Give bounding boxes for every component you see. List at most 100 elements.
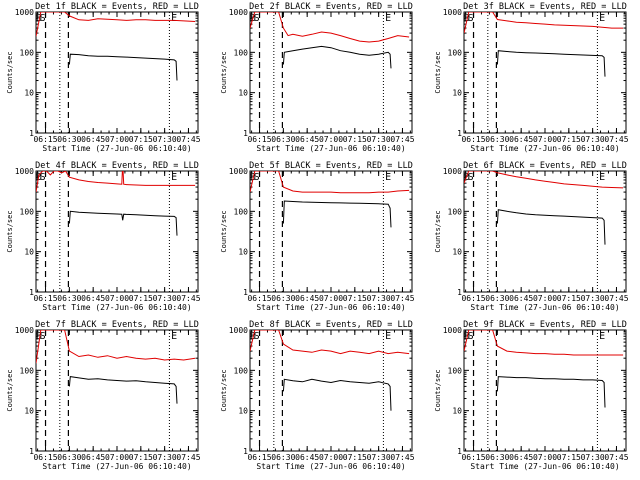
y-tick-label: 10	[24, 248, 34, 257]
x-tick-label: 06:45	[295, 135, 319, 144]
x-axis: 06:15 06:30 06:45 07:00 07:15 07:30 07:45	[461, 171, 629, 303]
x-tick-label: 07:45	[604, 294, 628, 303]
x-tick-label: 07:15	[129, 453, 153, 462]
x-tick-label: 07:00	[319, 135, 343, 144]
x-tick-label: 06:45	[509, 453, 533, 462]
interval-marker-label: S	[254, 13, 260, 24]
chart-title: Det 7f BLACK = Events, RED = LLD	[35, 320, 199, 330]
chart-panel: Det 6f BLACK = Events, RED = LLD 1 10 100 10…	[434, 161, 629, 312]
x-tick-label: 06:30	[485, 135, 509, 144]
series-group	[36, 330, 196, 404]
x-tick-label: 07:30	[153, 453, 177, 462]
y-tick-label: 100	[234, 207, 249, 216]
y-tick-label: 100	[448, 207, 463, 216]
interval-marker-label: B	[36, 331, 42, 342]
x-tick-label: 07:45	[604, 453, 628, 462]
y-tick-label: 1	[243, 129, 248, 138]
x-tick-label: 07:15	[343, 294, 367, 303]
interval-marker-label: E	[385, 331, 391, 342]
lld-series-line	[464, 171, 624, 189]
x-tick-label: 07:30	[367, 453, 391, 462]
x-tick-label: 07:30	[581, 453, 605, 462]
x-tick-label: 06:45	[509, 135, 533, 144]
x-tick-label: 07:45	[176, 294, 200, 303]
y-axis-label: Counts/sec	[220, 51, 228, 93]
interval-marker-label: S	[254, 172, 260, 183]
x-axis: 06:15 06:30 06:45 07:00 07:15 07:30 07:45	[461, 330, 629, 462]
y-axis: 1 10 100 1000	[15, 167, 198, 297]
x-tick-label: 07:30	[581, 135, 605, 144]
x-tick-label: 06:15	[247, 453, 271, 462]
y-tick-label: 1000	[443, 8, 462, 17]
lld-series-line	[464, 330, 624, 356]
lld-series-line	[250, 330, 410, 355]
chart-title: Det 9f BLACK = Events, RED = LLD	[463, 320, 627, 330]
x-tick-label: 06:45	[509, 294, 533, 303]
x-tick-label: 06:45	[81, 453, 105, 462]
x-axis: 06:15 06:30 06:45 07:00 07:15 07:30 07:45	[461, 12, 629, 144]
y-tick-label: 1000	[443, 326, 462, 335]
chart-title: Det 5f BLACK = Events, RED = LLD	[249, 161, 413, 171]
x-tick-label: 07:15	[557, 135, 581, 144]
interval-marker-label: S	[40, 172, 46, 183]
chart-panel: Det 7f BLACK = Events, RED = LLD 1 10 100 10…	[6, 320, 201, 471]
x-tick-label: 07:30	[153, 135, 177, 144]
x-tick-label: 06:30	[485, 453, 509, 462]
series-group	[464, 171, 624, 245]
chart-panel: Det 3f BLACK = Events, RED = LLD 1 10 100 10…	[434, 2, 629, 153]
interval-marker-label: E	[385, 13, 391, 24]
chart-panel: Det 4f BLACK = Events, RED = LLD 1 10 100 10…	[6, 161, 201, 312]
x-axis-label: Start Time (27-Jun-06 06:10:40)	[470, 303, 619, 312]
x-tick-label: 07:30	[581, 294, 605, 303]
x-tick-label: 07:15	[129, 294, 153, 303]
interval-marker-label: S	[468, 13, 474, 24]
interval-marker-label: E	[599, 331, 605, 342]
x-tick-label: 06:15	[33, 135, 57, 144]
y-axis-label: Counts/sec	[6, 210, 14, 252]
chart-panel: Det 1f BLACK = Events, RED = LLD 1 10 100 10…	[6, 2, 201, 153]
x-tick-label: 06:15	[247, 135, 271, 144]
chart-panel: Det 2f BLACK = Events, RED = LLD 1 10 100 10…	[220, 2, 415, 153]
events-series-line	[68, 53, 178, 81]
events-series-line	[496, 209, 606, 245]
interval-marker-label: S	[468, 172, 474, 183]
interval-marker-label: B	[464, 172, 470, 183]
y-tick-label: 10	[238, 89, 248, 98]
x-tick-label: 07:15	[557, 294, 581, 303]
series-group	[464, 12, 624, 77]
events-series-line	[496, 376, 606, 408]
y-tick-label: 10	[24, 407, 34, 416]
x-tick-label: 07:45	[176, 453, 200, 462]
x-axis-label: Start Time (27-Jun-06 06:10:40)	[470, 144, 619, 153]
x-tick-label: 06:30	[57, 453, 81, 462]
x-axis-label: Start Time (27-Jun-06 06:10:40)	[256, 303, 405, 312]
x-axis-label: Start Time (27-Jun-06 06:10:40)	[470, 462, 619, 471]
chart-title: Det 1f BLACK = Events, RED = LLD	[35, 2, 199, 12]
series-group	[36, 171, 196, 236]
y-axis: 1 10 100 1000	[229, 326, 412, 456]
y-tick-label: 1000	[229, 167, 248, 176]
chart-panel: Det 8f BLACK = Events, RED = LLD 1 10 100 10…	[220, 320, 415, 471]
chart-title: Det 8f BLACK = Events, RED = LLD	[249, 320, 413, 330]
y-axis-label: Counts/sec	[434, 369, 442, 411]
y-axis: 1 10 100 1000	[229, 167, 412, 297]
y-tick-label: 1	[457, 288, 462, 297]
x-tick-label: 06:30	[57, 294, 81, 303]
y-tick-label: 10	[452, 407, 462, 416]
x-tick-label: 07:00	[533, 294, 557, 303]
x-tick-label: 06:30	[271, 294, 295, 303]
x-axis: 06:15 06:30 06:45 07:00 07:15 07:30 07:45	[247, 12, 415, 144]
y-axis-label: Counts/sec	[6, 369, 14, 411]
y-tick-label: 10	[238, 407, 248, 416]
events-series-line	[68, 210, 178, 236]
x-axis-label: Start Time (27-Jun-06 06:10:40)	[42, 144, 191, 153]
y-axis: 1 10 100 1000	[443, 8, 626, 138]
interval-marker-label: E	[599, 13, 605, 24]
interval-marker-label: E	[171, 13, 177, 24]
y-tick-label: 10	[238, 248, 248, 257]
x-axis-label: Start Time (27-Jun-06 06:10:40)	[256, 144, 405, 153]
x-axis-label: Start Time (27-Jun-06 06:10:40)	[256, 462, 405, 471]
y-tick-label: 100	[234, 48, 249, 57]
x-tick-label: 07:45	[390, 453, 414, 462]
x-tick-label: 06:30	[485, 294, 509, 303]
